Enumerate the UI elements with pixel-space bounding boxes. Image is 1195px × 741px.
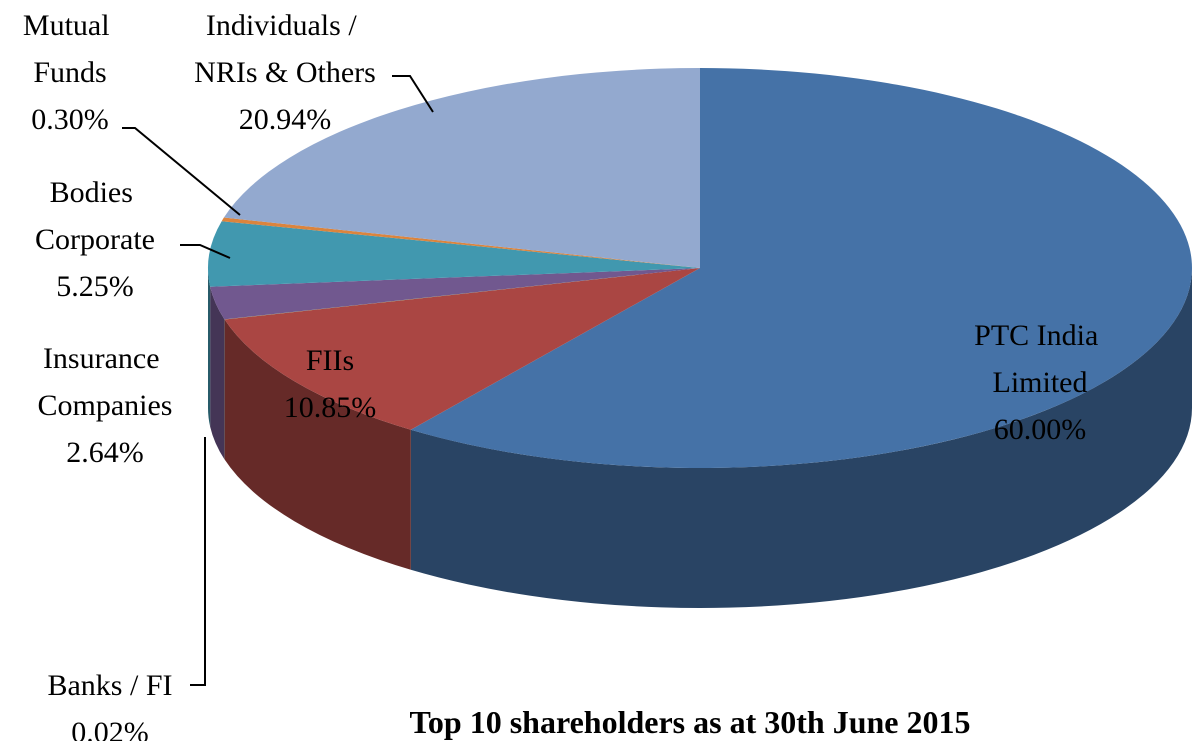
value-label: 5.25%: [56, 270, 134, 303]
slice-top: [210, 268, 700, 320]
leader-line: [190, 437, 206, 686]
slice-side: [410, 268, 1192, 608]
pie-slice: [210, 268, 700, 460]
slice-side: [208, 268, 211, 427]
slice-side: [210, 286, 225, 460]
pie-slice: [224, 268, 700, 460]
slice-label: Mutual Funds: [23, 9, 117, 89]
slice-side: [224, 319, 411, 570]
slice-top: [207, 221, 700, 287]
slice-top: [221, 217, 700, 268]
pie-slice: [221, 217, 700, 268]
labels: PTC India Limited 60.00% FIIs 10.85% Banks /…: [23, 9, 1106, 741]
slice-label: PTC India Limited: [974, 319, 1106, 399]
value-label: 20.94%: [239, 103, 332, 136]
pie-slice: [410, 68, 1192, 608]
slice-label: Individuals / NRIs & Others: [194, 9, 376, 89]
pie-slice: [223, 68, 700, 268]
value-label: 2.64%: [66, 436, 144, 469]
leader-line: [180, 244, 231, 259]
value-label: 10.85%: [284, 391, 377, 424]
value-label: 0.30%: [31, 103, 109, 136]
leader-line: [122, 127, 241, 216]
slice-label: Bodies Corporate: [35, 176, 155, 256]
slice-label: Banks / FI: [47, 669, 172, 702]
pie-slice: [224, 268, 700, 570]
leader-line: [392, 75, 434, 113]
chart-title: Top 10 shareholders as at 30th June 2015: [410, 704, 971, 740]
slice-label: FIIs: [306, 344, 354, 377]
value-label: 60.00%: [994, 413, 1087, 446]
slices: [207, 68, 1192, 608]
slice-label: Insurance Companies: [38, 342, 173, 422]
slice-top: [224, 268, 700, 320]
slice-top: [223, 68, 700, 268]
slice-top: [410, 68, 1192, 469]
value-label: 0.02%: [71, 716, 149, 741]
slice-top: [224, 268, 700, 430]
pie-slice: [207, 221, 700, 427]
